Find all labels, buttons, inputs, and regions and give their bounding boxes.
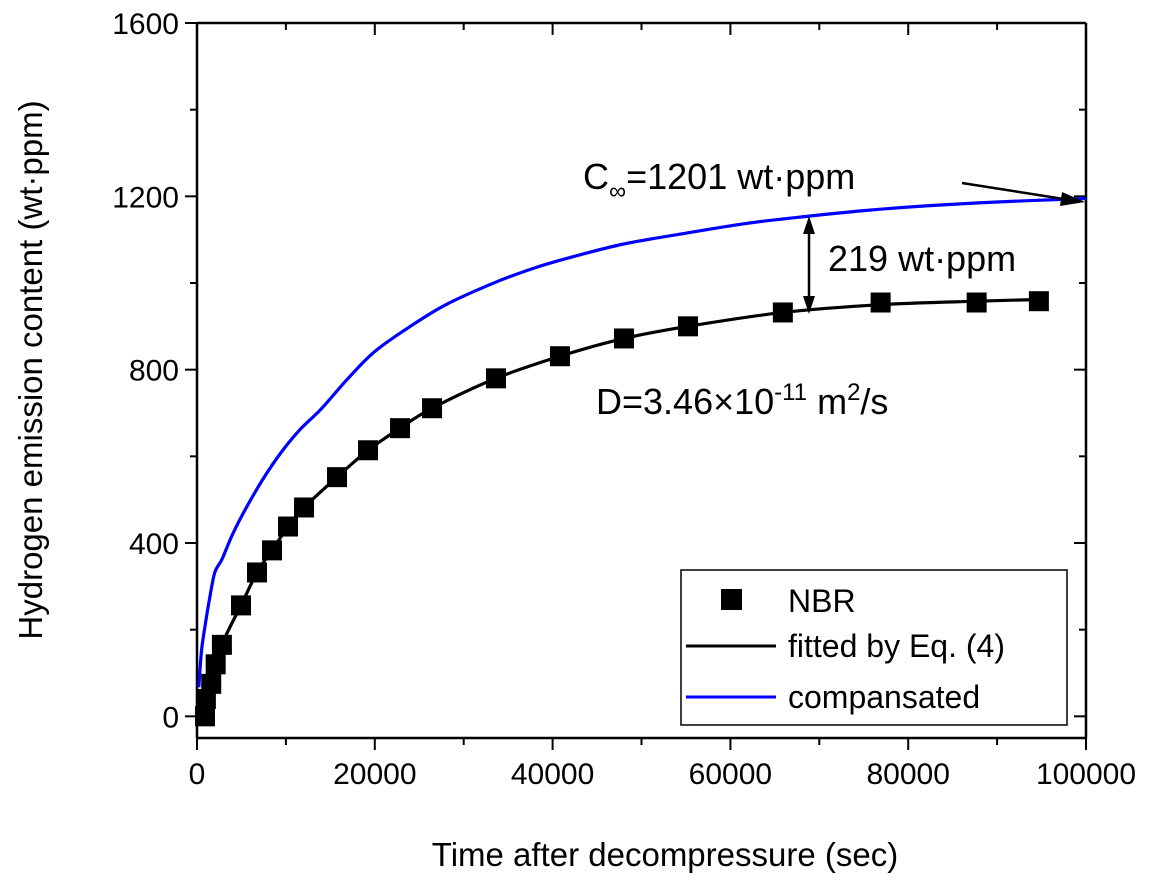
nbr-data-point (262, 540, 283, 561)
c-inf-subscript: ∞ (609, 178, 626, 205)
legend-item-nbr: NBR (721, 583, 856, 619)
legend: NBR fitted by Eq. (4) compansated (680, 569, 1068, 726)
nbr-data-point (294, 497, 315, 518)
x-tick-label: 40000 (511, 758, 594, 791)
annotation-gap: 219 wt·ppm (803, 216, 1016, 314)
nbr-data-point (195, 689, 216, 709)
x-tick-label: 0 (189, 758, 206, 791)
c-inf-symbol: C (583, 156, 609, 197)
nbr-data-point (1028, 291, 1049, 312)
c-inf-arrow-line (961, 181, 1071, 202)
nbr-data-point (358, 440, 379, 461)
nbr-data-point (278, 516, 299, 537)
nbr-data-point (613, 328, 634, 349)
x-tick-label: 100000 (1036, 758, 1136, 791)
y-tick-label: 800 (129, 355, 179, 388)
x-axis-title: Time after decompressure (sec) (432, 836, 898, 873)
nbr-data-point (422, 398, 443, 419)
nbr-data-point (390, 418, 411, 439)
gap-label: 219 wt·ppm (828, 238, 1016, 279)
legend-label-nbr: NBR (788, 583, 856, 619)
svg-text:D=3.46×10-11 m2/s: D=3.46×10-11 m2/s (596, 379, 888, 422)
x-tick-label: 20000 (333, 758, 416, 791)
diffusivity-unit-suffix: /s (860, 381, 888, 422)
c-inf-arrow-head (1060, 192, 1085, 206)
gap-arrow-head-up (803, 216, 815, 234)
y-tick-label: 400 (129, 528, 179, 561)
legend-label-fitted: fitted by Eq. (4) (788, 628, 1005, 664)
axes: 0 20000 40000 60000 80000 100000 0 400 800 1200 16… (112, 8, 1136, 791)
y-axis-title: Hydrogen emission content (wt·ppm) (12, 100, 49, 639)
nbr-data-point (870, 292, 891, 313)
series-layer (195, 196, 1087, 727)
y-tick-label: 1600 (112, 8, 179, 41)
diffusivity-unit: m (807, 381, 847, 422)
nbr-data-point (485, 368, 506, 389)
nbr-data-point (677, 316, 698, 337)
legend-label-compensated: compansated (788, 679, 980, 715)
legend-item-compensated: compansated (686, 679, 980, 715)
nbr-data-point (205, 654, 226, 675)
svg-text:C∞=1201 wt·ppm: C∞=1201 wt·ppm (583, 156, 855, 205)
x-tick-label: 60000 (689, 758, 772, 791)
legend-square-marker-icon (721, 589, 742, 610)
nbr-data-point (549, 346, 570, 367)
nbr-data-point (772, 302, 793, 323)
compensated-curve (197, 196, 1087, 688)
x-tick-label: 80000 (866, 758, 949, 791)
nbr-data-point (966, 292, 987, 313)
nbr-data-point (195, 706, 216, 727)
legend-item-fitted: fitted by Eq. (4) (686, 628, 1005, 664)
annotation-diffusivity: D=3.46×10-11 m2/s (596, 379, 888, 422)
annotation-c-infinity: C∞=1201 wt·ppm (583, 156, 1085, 206)
nbr-data-point (327, 467, 348, 488)
diffusivity-unit-exponent: 2 (847, 379, 860, 406)
diffusivity-exponent: -11 (774, 379, 807, 406)
nbr-data-point (247, 562, 268, 583)
gap-arrow-head-down (803, 296, 815, 314)
y-tick-label: 1200 (112, 181, 179, 214)
diffusivity-prefix: D=3.46×10 (596, 381, 774, 422)
y-tick-label: 0 (162, 701, 179, 734)
nbr-data-point (211, 634, 232, 655)
c-inf-value: =1201 wt·ppm (626, 156, 855, 197)
nbr-data-point (231, 595, 252, 616)
nbr-data-point (201, 673, 222, 694)
